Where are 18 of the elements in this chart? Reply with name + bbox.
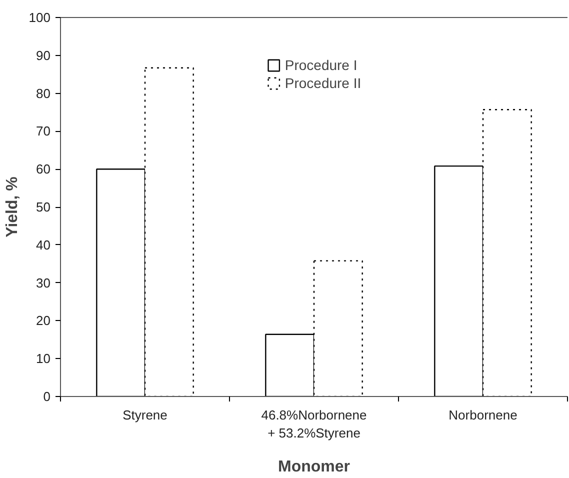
y-tick-label: 0 xyxy=(43,389,51,404)
y-tick-label: 100 xyxy=(28,10,51,25)
y-tick-label: 70 xyxy=(36,124,51,139)
legend-label: Procedure II xyxy=(284,75,362,91)
y-tick-label: 20 xyxy=(36,313,51,328)
legend-label: Procedure I xyxy=(284,57,358,73)
x-tick-label: 46.8%Norbornene + 53.2%Styrene xyxy=(261,408,367,440)
y-tick-label: 90 xyxy=(36,48,51,63)
x-tick-label: Norbornene xyxy=(448,408,518,422)
x-tick-label: Styrene xyxy=(122,408,168,422)
y-tick-label: 30 xyxy=(36,275,51,290)
y-axis-title: Yield, % xyxy=(4,176,21,238)
y-tick-label: 50 xyxy=(36,200,51,214)
y-tick-label: 10 xyxy=(36,351,51,366)
y-tick-label: 80 xyxy=(36,86,51,101)
y-tick-label: 40 xyxy=(36,237,51,252)
y-tick-label: 60 xyxy=(36,162,51,177)
x-axis-title: Monomer xyxy=(278,458,350,476)
